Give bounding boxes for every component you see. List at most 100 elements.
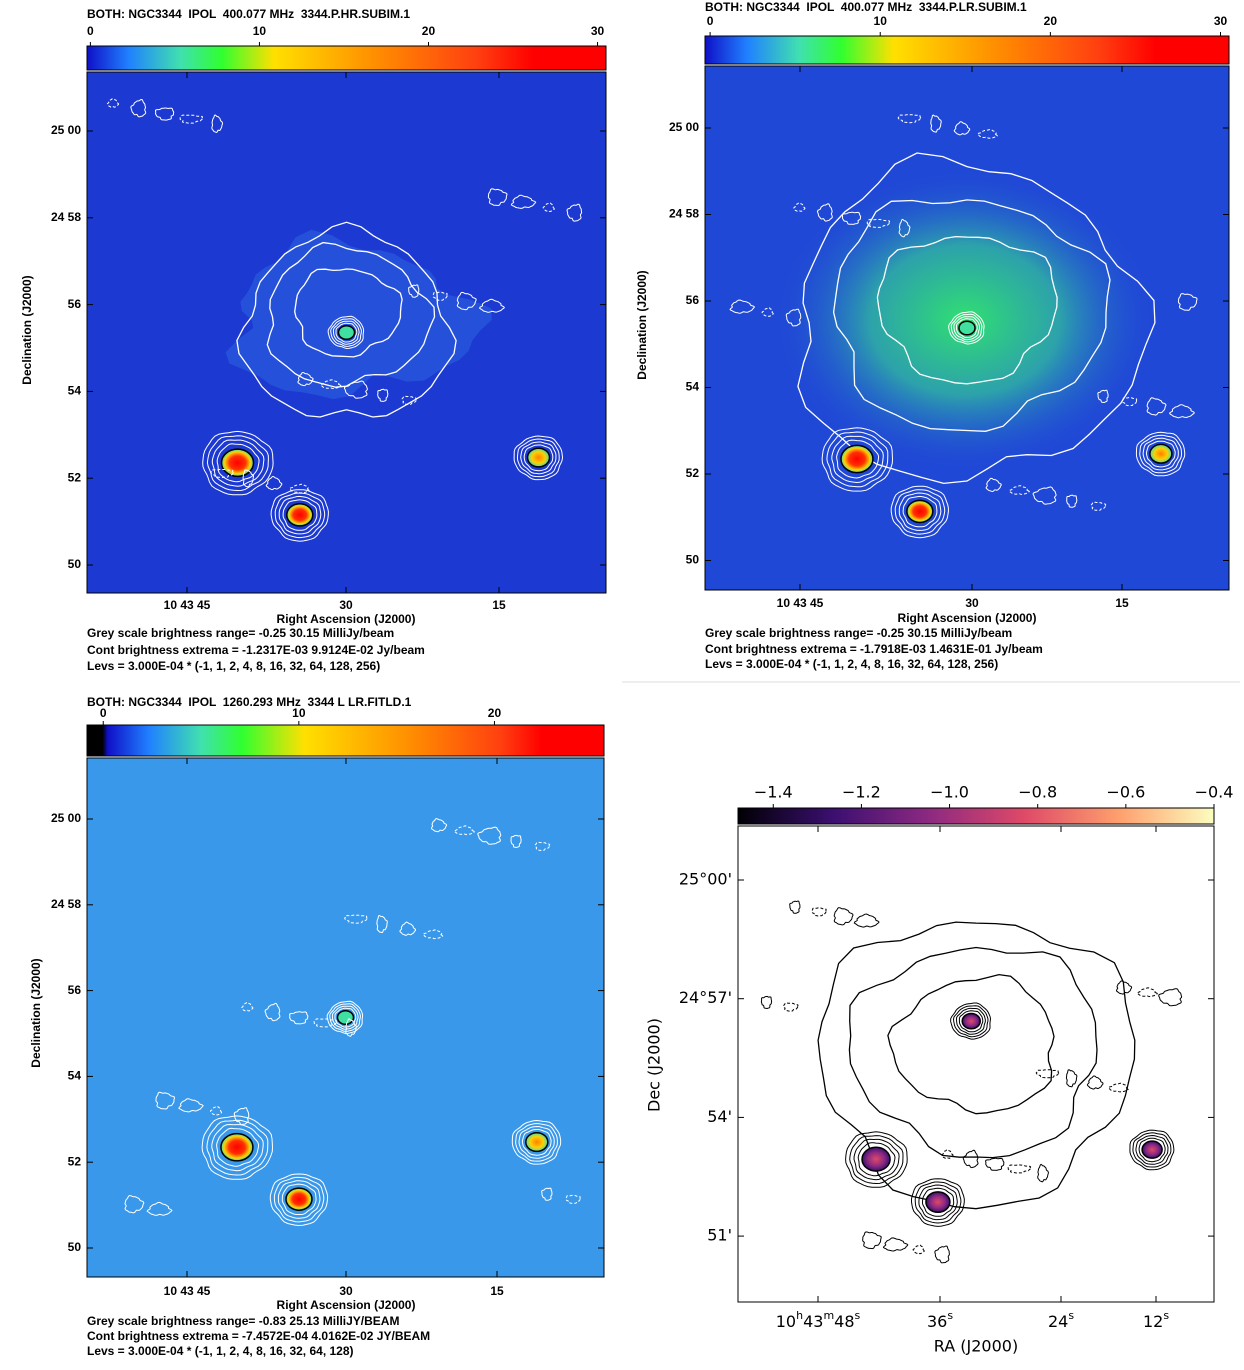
panel-title: BOTH: NGC3344 IPOL 1260.293 MHz 3344 L L… [87, 695, 412, 709]
source-contour [911, 1178, 965, 1227]
source-contour [326, 1000, 364, 1035]
noise-contour [211, 114, 224, 133]
source-contour [1135, 1134, 1169, 1165]
noise-contour [542, 202, 555, 212]
noise-contour [761, 306, 774, 317]
source-contour [1139, 434, 1183, 474]
contour [797, 152, 1156, 485]
image-frame [704, 65, 1230, 591]
contour [848, 946, 1098, 1159]
noise-contour [785, 308, 802, 327]
source-contour [952, 1005, 989, 1038]
source-contour [826, 431, 889, 488]
x-tick-number: 10 [776, 1312, 796, 1331]
source-contour [206, 1119, 269, 1176]
noise-contour [399, 921, 417, 936]
y-tick-label: 54 [68, 384, 82, 398]
noise-contour [479, 298, 505, 313]
x-tick-unit: h [796, 1309, 803, 1322]
source-contour [958, 1010, 984, 1033]
noise-contour [1032, 486, 1057, 505]
noise-contour [1086, 1075, 1104, 1090]
x-axis-label: Right Ascension (J2000) [277, 1298, 416, 1312]
source-contour [216, 443, 260, 483]
source-contour [857, 1142, 896, 1177]
x-axis-label: Right Ascension (J2000) [898, 611, 1037, 625]
noise-contour [783, 1002, 799, 1012]
x-tick-label: 30 [965, 596, 979, 610]
x-tick-label: 15 [1115, 596, 1129, 610]
noise-contour [811, 907, 827, 917]
noise-contour [408, 284, 420, 298]
source-contour [274, 492, 326, 539]
x-tick-number: 43 [803, 1312, 823, 1331]
footer-line: Grey scale brightness range= -0.25 30.15… [705, 626, 1012, 640]
noise-contour [1169, 404, 1195, 419]
colorbar-tick-label: 20 [1044, 14, 1058, 28]
noise-contour [477, 826, 502, 845]
footer-line: Grey scale brightness range= -0.83 25.13… [87, 1314, 399, 1328]
contour [832, 199, 1111, 432]
noise-contour [1065, 1069, 1078, 1088]
noise-contour [319, 379, 342, 390]
x-tick-label: 12s [1143, 1309, 1169, 1331]
colorbar [704, 35, 1230, 65]
noise-contour [124, 1194, 145, 1214]
source-contour [836, 439, 880, 479]
noise-contour [209, 1105, 222, 1116]
y-tick-label: 52 [68, 470, 82, 484]
source-contour [329, 1003, 361, 1032]
source-contour [518, 1125, 555, 1159]
y-tick-label: 24°57' [679, 988, 732, 1007]
source-contour [515, 1122, 558, 1162]
colorbar-tick-label: 10 [292, 706, 306, 720]
noise-contour [941, 1149, 954, 1159]
noise-contour [1035, 1069, 1060, 1079]
sky-image [705, 66, 1229, 590]
image-frame [737, 825, 1215, 1303]
noise-contour [1037, 1163, 1049, 1183]
contour [876, 235, 1058, 385]
noise-contour [565, 1194, 581, 1204]
x-tick-label: 30 [339, 598, 353, 612]
noise-contour [898, 218, 911, 238]
source-contour [953, 316, 981, 341]
noise-contour [297, 371, 314, 387]
colorbar-tick-label: 30 [1214, 14, 1228, 28]
noise-contour [456, 291, 477, 311]
source-contour [327, 315, 365, 350]
x-tick-number: 36 [927, 1312, 947, 1331]
x-tick-unit: s [1163, 1309, 1169, 1322]
source [906, 499, 934, 524]
noise-contour [1007, 1164, 1032, 1174]
noise-contour [760, 995, 773, 1009]
source-contour [950, 313, 983, 343]
noise-contour [487, 188, 508, 207]
colorbar-tick-label: −1.0 [930, 783, 969, 802]
x-tick-unit: m [823, 1309, 834, 1322]
colorbar-tick-label: −0.8 [1018, 783, 1057, 802]
noise-contour [510, 194, 537, 209]
source [840, 444, 874, 474]
noise-contour [288, 483, 310, 494]
y-axis-label: Declination (J2000) [635, 270, 649, 379]
x-tick-label: 10h43m48s [776, 1309, 861, 1331]
noise-contour [541, 1187, 553, 1201]
x-tick-number: 12 [1143, 1312, 1163, 1331]
noise-contour [1158, 988, 1183, 1007]
source-contour [521, 1129, 552, 1156]
noise-contour [344, 914, 368, 924]
contour [266, 241, 436, 388]
contour [887, 973, 1055, 1115]
source [925, 1191, 951, 1213]
source-contour [921, 1187, 955, 1217]
source-contour [511, 1119, 562, 1165]
noise-contour [1122, 397, 1138, 407]
source-contour [948, 311, 985, 345]
x-tick-label: 10 43 45 [164, 598, 211, 612]
source [220, 1132, 254, 1162]
x-tick-unit: s [947, 1309, 953, 1322]
source-contour [950, 1002, 992, 1040]
source [958, 320, 976, 336]
source-contour [898, 492, 942, 531]
